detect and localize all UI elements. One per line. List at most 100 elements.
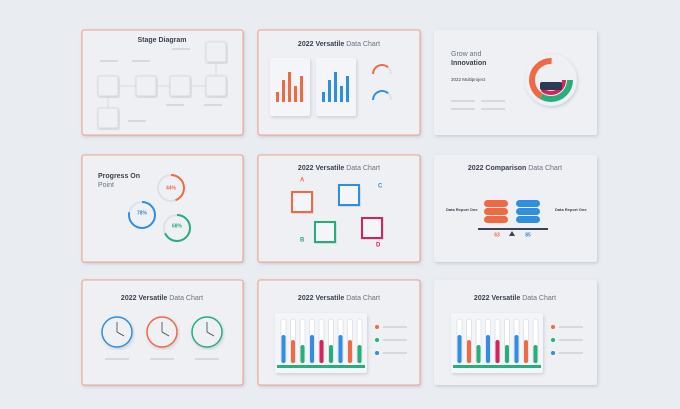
liquid — [357, 345, 362, 363]
donut-ring — [529, 58, 573, 102]
text-line — [451, 100, 475, 102]
legend-dot — [375, 351, 379, 355]
report-label: Data Report One — [555, 207, 587, 212]
slide-title: 2022 Comparison Data Chart — [468, 165, 562, 172]
stack — [484, 216, 508, 223]
slide-title: 2022 Versatile Data Chart — [298, 295, 380, 302]
slide-card — [81, 29, 244, 136]
title-bold: 2022 Comparison — [468, 165, 526, 172]
bar — [288, 72, 291, 102]
bar — [334, 72, 337, 102]
slide-title: 2022 Versatile Data Chart — [298, 41, 380, 48]
text-line — [105, 358, 129, 360]
stage-box — [205, 75, 227, 97]
title-light: Data Chart — [346, 165, 380, 172]
liquid — [310, 335, 314, 363]
stack — [484, 200, 508, 207]
liquid — [457, 335, 462, 363]
text-line — [383, 352, 407, 354]
text-line — [132, 60, 150, 62]
value-label: 85 — [525, 232, 531, 238]
liquid — [486, 335, 490, 363]
liquid — [467, 340, 471, 363]
title-light: Data Chart — [528, 165, 562, 172]
liquid — [329, 345, 333, 363]
quad-box — [361, 217, 383, 239]
legend-dot — [551, 325, 555, 329]
text-line — [559, 352, 583, 354]
text-line — [559, 326, 583, 328]
bar — [346, 76, 349, 102]
beam — [478, 228, 548, 230]
title-light: Data Chart — [169, 295, 203, 302]
title-bold: Progress On — [98, 173, 140, 180]
letter: C — [378, 184, 383, 190]
subtitle: 2022 Multiproject — [451, 77, 486, 82]
text-line — [128, 120, 146, 122]
liquid — [291, 340, 295, 363]
liquid — [514, 335, 519, 363]
gauge — [372, 64, 389, 75]
text-line — [150, 358, 174, 360]
text-line — [195, 358, 219, 360]
rack — [277, 365, 365, 368]
liquid — [319, 340, 324, 363]
stage-box — [97, 107, 119, 129]
text-line — [481, 100, 505, 102]
text-line — [451, 108, 475, 110]
title-bold: 2022 Versatile — [298, 41, 344, 48]
letter: D — [376, 243, 381, 249]
slide-title: 2022 Versatile Data Chart — [474, 295, 556, 302]
stage-box — [97, 75, 119, 97]
clock-hands — [206, 322, 215, 337]
text-line — [166, 104, 184, 106]
bar — [294, 86, 297, 102]
title-bold: 2022 Versatile — [298, 295, 344, 302]
title-light: Data Chart — [346, 41, 380, 48]
title-light: Data Chart — [346, 295, 380, 302]
donut-ring — [536, 65, 566, 95]
text-line — [204, 104, 222, 106]
title-bold: 2022 Versatile — [298, 165, 344, 172]
slide-title: 2022 Versatile Data Chart — [298, 165, 380, 172]
donut-center — [540, 82, 562, 90]
liquid — [533, 345, 538, 363]
text-line — [383, 339, 407, 341]
report-label: Data Report One — [446, 207, 478, 212]
ring — [157, 174, 185, 202]
legend-dot — [551, 338, 555, 342]
value-label: 63 — [494, 232, 500, 238]
legend-dot — [375, 338, 379, 342]
text-line — [100, 60, 118, 62]
bar — [340, 86, 343, 102]
stage-box — [205, 41, 227, 63]
quad-box — [338, 184, 360, 206]
ring-label: 44% — [166, 185, 177, 191]
liquid — [300, 345, 305, 363]
title-bold: 2022 Versatile — [121, 295, 167, 302]
title-light: Data Chart — [522, 295, 556, 302]
bar — [276, 92, 279, 102]
text-line — [172, 48, 190, 50]
ring-label: 68% — [172, 223, 183, 229]
stack — [516, 200, 540, 207]
title-light: Point — [98, 182, 114, 189]
liquid — [348, 340, 352, 363]
title-bold: 2022 Versatile — [474, 295, 520, 302]
slide-title: Stage Diagram — [137, 37, 186, 44]
ring — [128, 201, 156, 229]
letter: A — [300, 178, 305, 184]
stack — [516, 208, 540, 215]
liquid — [281, 335, 286, 363]
quad-box — [314, 221, 336, 243]
liquid — [505, 345, 509, 363]
title-bold: Innovation — [451, 60, 486, 67]
stack — [516, 216, 540, 223]
text-line — [481, 108, 505, 110]
text-line — [559, 339, 583, 341]
decorations — [97, 41, 583, 373]
liquid — [476, 345, 481, 363]
liquid — [495, 340, 500, 363]
text-line — [383, 326, 407, 328]
